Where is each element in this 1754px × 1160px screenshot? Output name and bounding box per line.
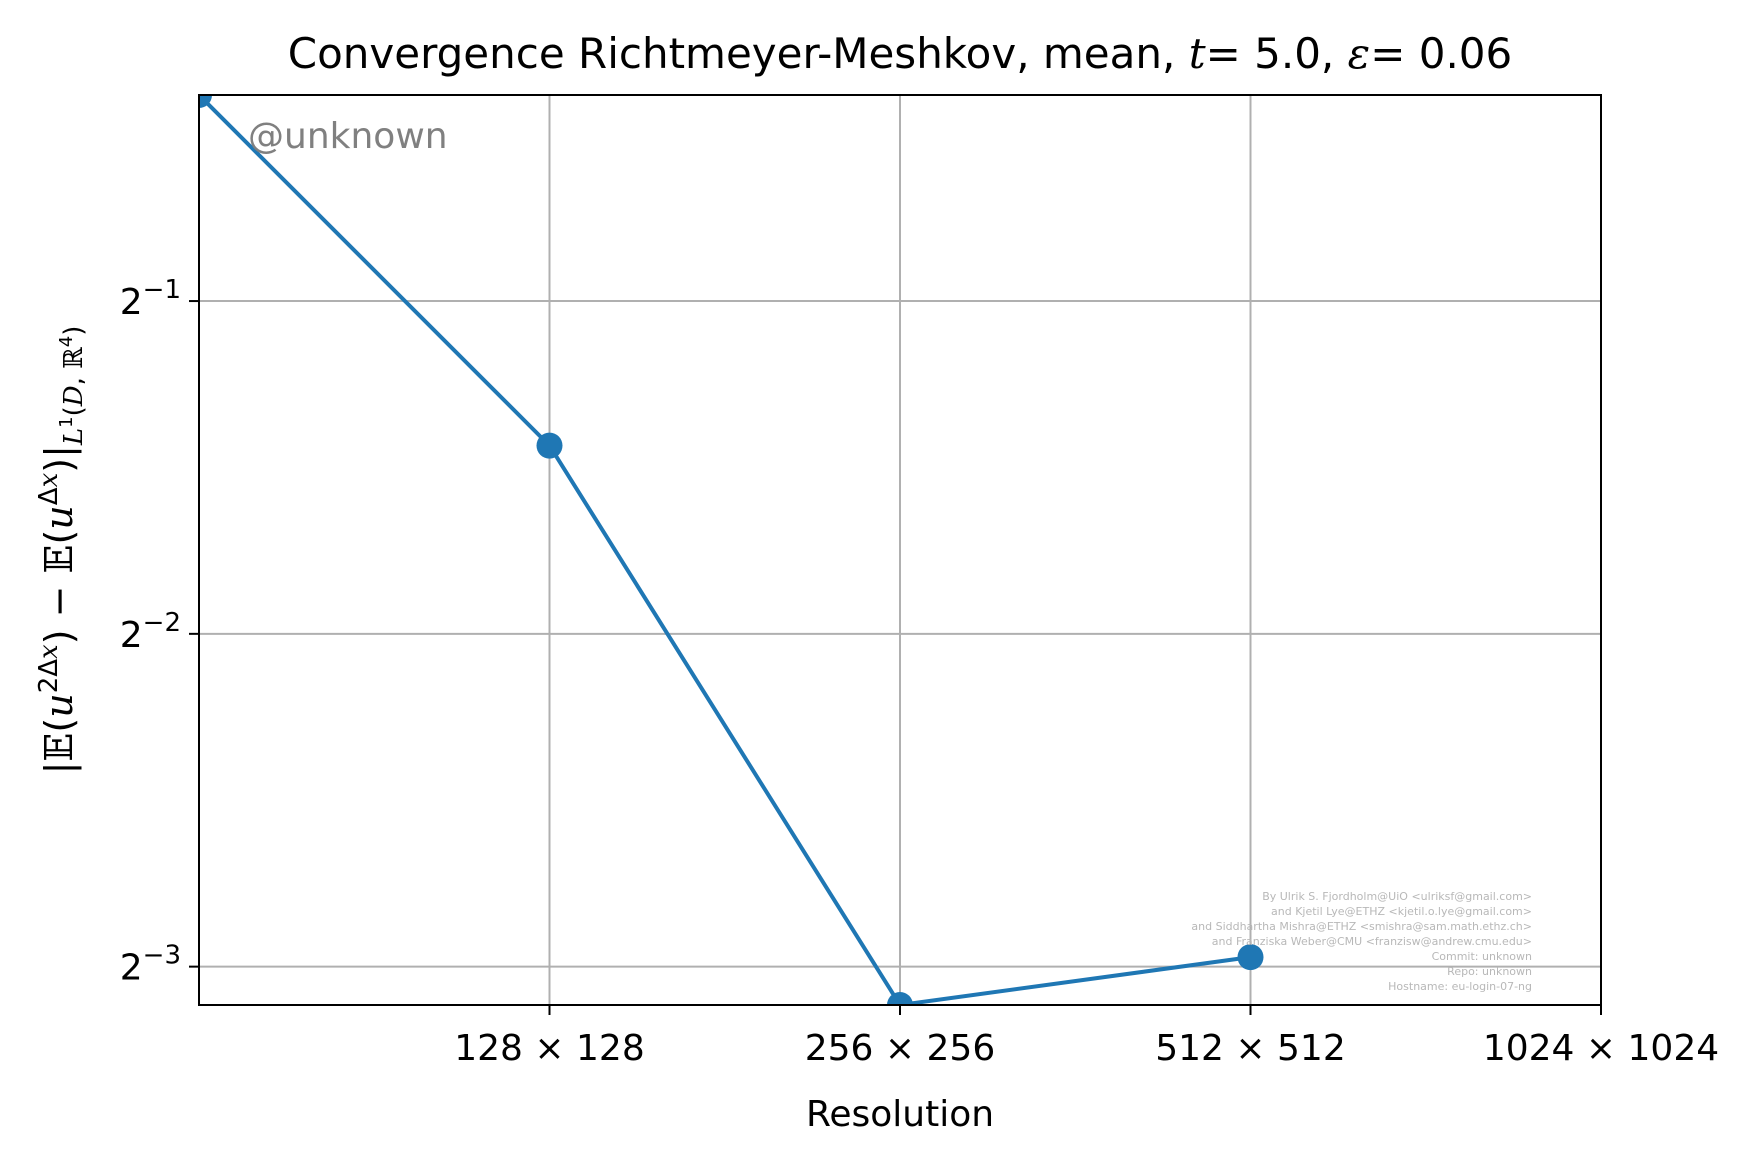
data-point [1237, 944, 1264, 971]
y-tick-label: 2−2 [120, 608, 181, 656]
grid-lines [199, 95, 1602, 1005]
data-point [199, 95, 212, 108]
credit-line: Hostname: eu-login-07-ng [1388, 980, 1532, 993]
series-group [199, 95, 1264, 1005]
x-tick-label: 1024 × 1024 [1483, 1028, 1719, 1069]
x-tick-label: 128 × 128 [454, 1028, 644, 1069]
watermark-text: @unknown [248, 116, 448, 157]
credits-block: By Ulrik S. Fjordholm@UiO <ulriksf@gmail… [1191, 890, 1532, 993]
y-tick-label: 2−1 [120, 275, 181, 323]
x-tick-label: 512 × 512 [1155, 1028, 1345, 1069]
y-tick-label: 2−3 [120, 941, 181, 989]
chart-title-t-symbol: t [1189, 29, 1206, 78]
credit-line: and Siddhartha Mishra@ETHZ <smishra@sam.… [1191, 920, 1532, 933]
credit-line: Commit: unknown [1432, 950, 1532, 963]
axis-ticks: 128 × 128 256 × 256 512 × 512 1024 × 1024 2−… [120, 275, 1719, 1069]
x-axis-label: Resolution [806, 1094, 994, 1135]
credit-line: and Kjetil Lye@ETHZ <kjetil.o.lye@gmail.… [1271, 905, 1532, 918]
x-tick-label: 256 × 256 [805, 1028, 995, 1069]
credit-line: and Franziska Weber@CMU <franzisw@andrew… [1212, 935, 1532, 948]
credit-line: By Ulrik S. Fjordholm@UiO <ulriksf@gmail… [1262, 890, 1532, 903]
chart-title-eps-symbol: ε [1348, 29, 1371, 78]
series-line [199, 95, 1251, 1005]
chart-title-eps-value: = 0.06 [1370, 29, 1512, 78]
data-point [887, 992, 913, 1005]
y-axis-label: |𝔼(u2Δx) − 𝔼(uΔx)|L1(D, ℝ4) [34, 326, 89, 775]
chart-title-t-value: = 5.0, [1206, 29, 1348, 78]
series-layer [199, 95, 1264, 1005]
chart-title: Convergence Richtmeyer-Meshkov, mean, t=… [288, 29, 1513, 78]
credit-line: Repo: unknown [1447, 965, 1532, 978]
chart-title-prefix: Convergence Richtmeyer-Meshkov, mean, [288, 29, 1189, 78]
data-point [536, 432, 563, 459]
